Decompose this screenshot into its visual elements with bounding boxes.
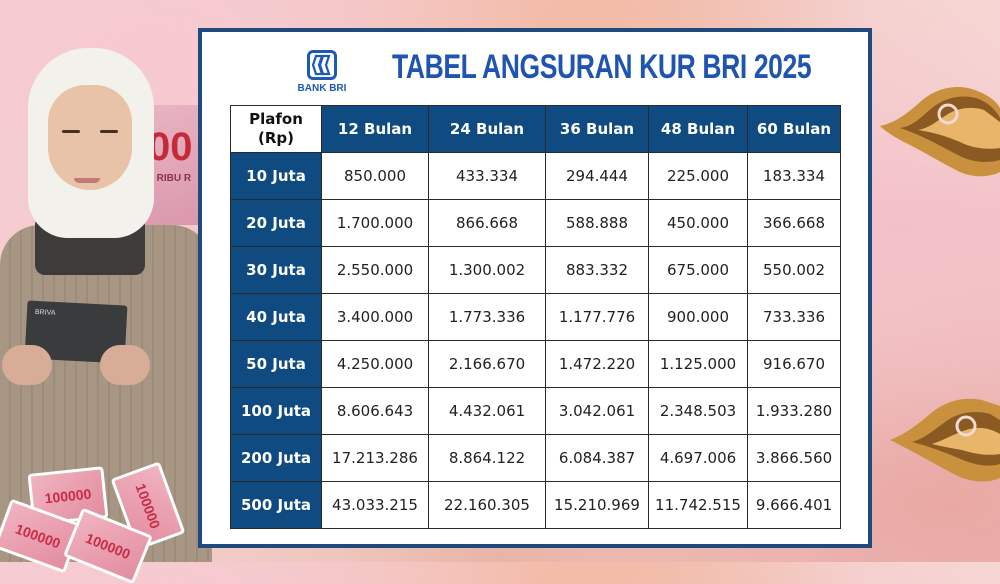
table-cell: 6.084.387 [545,434,649,482]
table-cell: 1.773.336 [428,293,546,341]
table-cell: 1.700.000 [321,199,429,247]
row-header: 500 Juta [230,481,322,529]
column-header-24: 24 Bulan [428,105,546,153]
smile [74,178,100,183]
plafon-label: Plafon [249,110,303,128]
table-cell: 183.334 [747,152,841,200]
table-row: 40 Juta 3.400.000 1.773.336 1.177.776 90… [230,293,841,341]
table-cell: 900.000 [648,293,748,341]
row-header: 20 Juta [230,199,322,247]
table-header-row: Plafon (Rp) 12 Bulan 24 Bulan 36 Bulan 4… [230,105,841,153]
table-row: 200 Juta 17.213.286 8.864.122 6.084.387 … [230,434,841,482]
table-cell: 450.000 [648,199,748,247]
table-cell: 866.668 [428,199,546,247]
table-cell: 2.348.503 [648,387,748,435]
table-cell: 4.250.000 [321,340,429,388]
column-header-60: 60 Bulan [747,105,841,153]
currency-label: (Rp) [258,129,294,147]
table-cell: 294.444 [545,152,649,200]
bri-logo-icon [307,50,337,80]
woman-photo: BRIVA 100000 100000 100000 100000 [0,0,215,584]
table-row: 500 Juta 43.033.215 22.160.305 15.210.96… [230,481,841,529]
table-cell: 916.670 [747,340,841,388]
table-cell: 883.332 [545,246,649,294]
table-row: 10 Juta 850.000 433.334 294.444 225.000 … [230,152,841,200]
cloud-ornament-icon [890,398,1000,482]
table-cell: 43.033.215 [321,481,429,529]
column-header-36: 36 Bulan [545,105,649,153]
table-cell: 22.160.305 [428,481,546,529]
installment-table: Plafon (Rp) 12 Bulan 24 Bulan 36 Bulan 4… [230,105,841,529]
table-cell: 1.933.280 [747,387,841,435]
table-row: 50 Juta 4.250.000 2.166.670 1.472.220 1.… [230,340,841,388]
table-cell: 4.697.006 [648,434,748,482]
table-cell: 1.300.002 [428,246,546,294]
table-cell: 3.866.560 [747,434,841,482]
table-cell: 11.742.515 [648,481,748,529]
row-header: 200 Juta [230,434,322,482]
column-header-plafon: Plafon (Rp) [230,105,322,153]
table-cell: 3.400.000 [321,293,429,341]
table-cell: 4.432.061 [428,387,546,435]
table-cell: 8.864.122 [428,434,546,482]
table-cell: 225.000 [648,152,748,200]
table-cell: 15.210.969 [545,481,649,529]
table-row: 20 Juta 1.700.000 866.668 588.888 450.00… [230,199,841,247]
eye [62,130,80,133]
table-cell: 550.002 [747,246,841,294]
table-cell: 1.472.220 [545,340,649,388]
panel-body: BANK BRI TABEL ANGSURAN KUR BRI 2025 Pla… [202,32,868,544]
row-header: 10 Juta [230,152,322,200]
column-header-48: 48 Bulan [648,105,748,153]
row-header: 30 Juta [230,246,322,294]
table-cell: 1.125.000 [648,340,748,388]
table-cell: 8.606.643 [321,387,429,435]
table-cell: 2.550.000 [321,246,429,294]
row-header: 40 Juta [230,293,322,341]
banknote-caption: US RIBU R [140,173,192,184]
table-cell: 850.000 [321,152,429,200]
table-cell: 433.334 [428,152,546,200]
table-cell: 1.177.776 [545,293,649,341]
table-cell: 588.888 [545,199,649,247]
table-cell: 2.166.670 [428,340,546,388]
installment-panel: BANK BRI TABEL ANGSURAN KUR BRI 2025 Pla… [198,28,872,548]
eye [100,130,118,133]
table-cell: 9.666.401 [747,481,841,529]
page-title: TABEL ANGSURAN KUR BRI 2025 [392,48,812,86]
row-header: 100 Juta [230,387,322,435]
table-cell: 17.213.286 [321,434,429,482]
table-cell: 366.668 [747,199,841,247]
cloud-ornament-icon [880,86,1000,177]
face [48,85,132,190]
table-cell: 3.042.061 [545,387,649,435]
hand [2,345,52,385]
hand [100,345,150,385]
logo-label: BANK BRI [297,83,347,94]
table-cell: 733.336 [747,293,841,341]
table-cell: 675.000 [648,246,748,294]
table-row: 100 Juta 8.606.643 4.432.061 3.042.061 2… [230,387,841,435]
bank-bri-logo: BANK BRI [297,50,347,94]
row-header: 50 Juta [230,340,322,388]
banknote-denomination: 00 [148,125,193,169]
table-row: 30 Juta 2.550.000 1.300.002 883.332 675.… [230,246,841,294]
card-label: BRIVA [34,308,56,317]
column-header-12: 12 Bulan [321,105,429,153]
